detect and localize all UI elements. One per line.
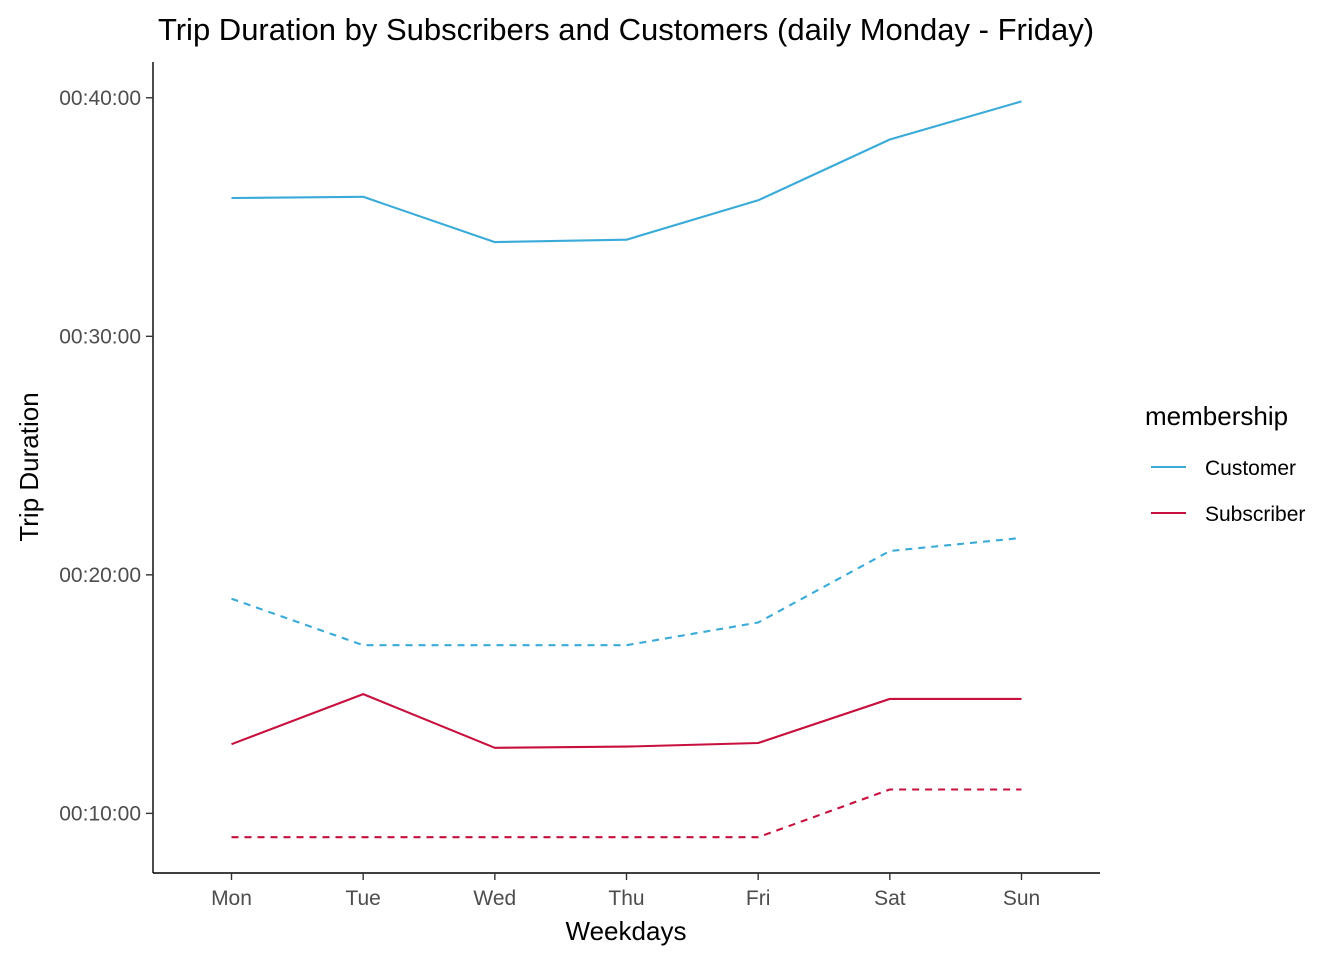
y-tick-label: 00:30:00 xyxy=(59,325,141,348)
x-tick-label: Sun xyxy=(1003,887,1040,910)
series-line-customer-solid xyxy=(231,100,1022,244)
series-line-customer-dashed xyxy=(231,536,1022,647)
legend-label-customer: Customer xyxy=(1205,457,1296,480)
series-line-subscriber-solid xyxy=(231,693,1022,749)
x-tick-label: Tue xyxy=(345,887,380,910)
y-tick-label: 00:40:00 xyxy=(59,87,141,110)
x-tick-label: Sat xyxy=(874,887,906,910)
y-tick-label: 00:20:00 xyxy=(59,564,141,587)
y-axis-ticks: 00:10:00 00:20:00 00:30:00 00:40:00 xyxy=(59,87,153,825)
x-tick-label: Wed xyxy=(473,887,516,910)
legend: membership Customer Subscriber xyxy=(1145,401,1305,526)
x-tick-label: Mon xyxy=(211,887,252,910)
series-line-subscriber-dashed xyxy=(231,788,1022,839)
x-axis-ticks: Mon Tue Wed Thu Fri Sat Sun xyxy=(211,873,1040,910)
plot-area xyxy=(231,100,1022,839)
x-tick-label: Fri xyxy=(746,887,771,910)
chart-title: Trip Duration by Subscribers and Custome… xyxy=(158,12,1094,47)
x-axis-title: Weekdays xyxy=(566,916,687,946)
legend-label-subscriber: Subscriber xyxy=(1205,503,1305,526)
y-tick-label: 00:10:00 xyxy=(59,802,141,825)
x-tick-label: Thu xyxy=(608,887,644,910)
y-axis-title: Trip Duration xyxy=(14,392,44,541)
legend-title: membership xyxy=(1145,401,1288,431)
legend-entries: Customer Subscriber xyxy=(1151,457,1305,526)
